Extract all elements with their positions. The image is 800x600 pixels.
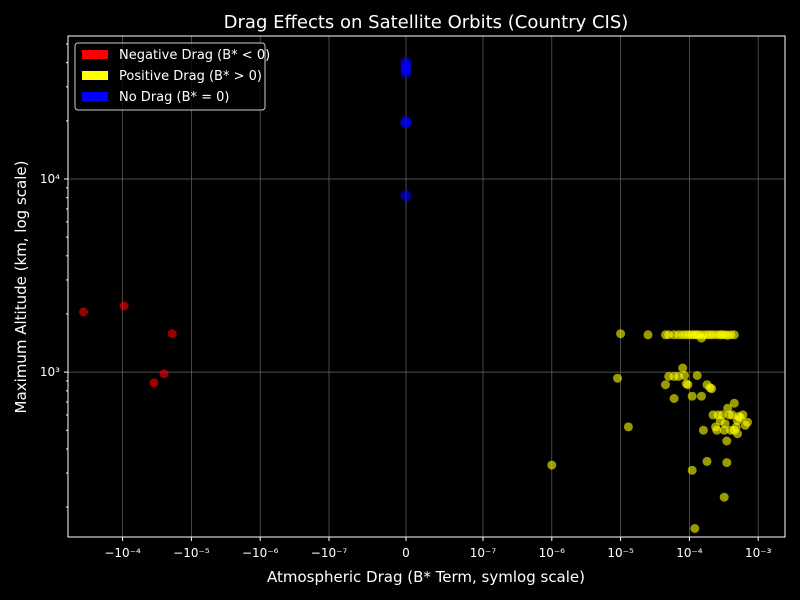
data-point [167,329,177,339]
legend-swatch [82,71,108,80]
data-point [678,363,688,373]
data-point [719,492,729,502]
x-axis-label: Atmospheric Drag (B* Term, symlog scale) [267,568,585,586]
data-point [729,330,739,340]
data-point [743,417,752,427]
data-point [623,422,633,432]
data-point [712,425,722,435]
data-point [613,373,622,383]
data-point [707,384,717,394]
x-tick-label: 10⁻⁴ [676,546,703,560]
legend-label: Positive Drag (B* > 0) [119,69,262,84]
legend-label: No Drag (B* = 0) [119,90,230,105]
series-1 [547,329,752,533]
y-tick-label: 10³ [40,365,60,379]
data-point [729,398,739,408]
data-point [680,371,689,380]
x-tick-label: 10⁻⁵ [607,546,634,560]
grid-layer [68,36,785,537]
data-point [722,436,732,446]
data-point [692,371,702,380]
legend-box [74,42,266,111]
series-2 [400,57,412,202]
x-tick-label: 0 [402,546,410,560]
data-point [616,329,626,339]
x-tick-label: −10⁻⁵ [173,546,210,560]
data-point [400,67,412,79]
x-tick-label: 10⁻⁶ [539,546,566,560]
data-point [547,460,557,470]
data-point [722,458,732,468]
data-point [717,410,727,420]
legend-swatch [82,92,108,101]
legend-label: Negative Drag (B* < 0) [119,48,270,63]
data-point [149,378,159,388]
data-point [643,330,653,340]
chart-title: Drag Effects on Satellite Orbits (Countr… [224,12,629,33]
x-tick-label: −10⁻⁷ [311,546,348,560]
data-point [400,117,412,129]
data-point [661,380,670,390]
data-point [719,425,729,435]
data-point [669,394,679,403]
plot-frame [67,35,786,538]
data-point [702,456,712,466]
data-point [690,524,700,533]
data-point [687,391,697,401]
legend: Negative Drag (B* < 0) Positive Drag (B* … [74,42,270,111]
ticks-layer: −10⁻⁴ −10⁻⁵ −10⁻⁶ −10⁻⁷ 0 10⁻⁷ 10⁻⁶ 10⁻⁵ 10⁻⁴ 10⁻… [40,43,772,560]
data-point [738,410,748,420]
data-point [683,380,693,390]
data-point [79,307,88,317]
data-point [697,391,706,401]
y-tick-label: 10⁴ [40,172,60,186]
y-axis-label: Maximum Altitude (km, log scale) [12,161,30,414]
points-layer [79,57,752,533]
data-point [400,190,412,202]
series-0 [79,301,177,388]
x-tick-label: −10⁻⁶ [242,546,279,560]
x-tick-label: 10⁻⁷ [470,546,497,560]
data-point [687,465,697,475]
data-point [698,425,708,435]
data-point [729,425,739,435]
data-point [159,369,169,379]
legend-swatch [82,50,108,59]
x-tick-label: 10⁻³ [745,546,772,560]
data-point [119,301,129,311]
x-tick-label: −10⁻⁴ [104,546,141,560]
